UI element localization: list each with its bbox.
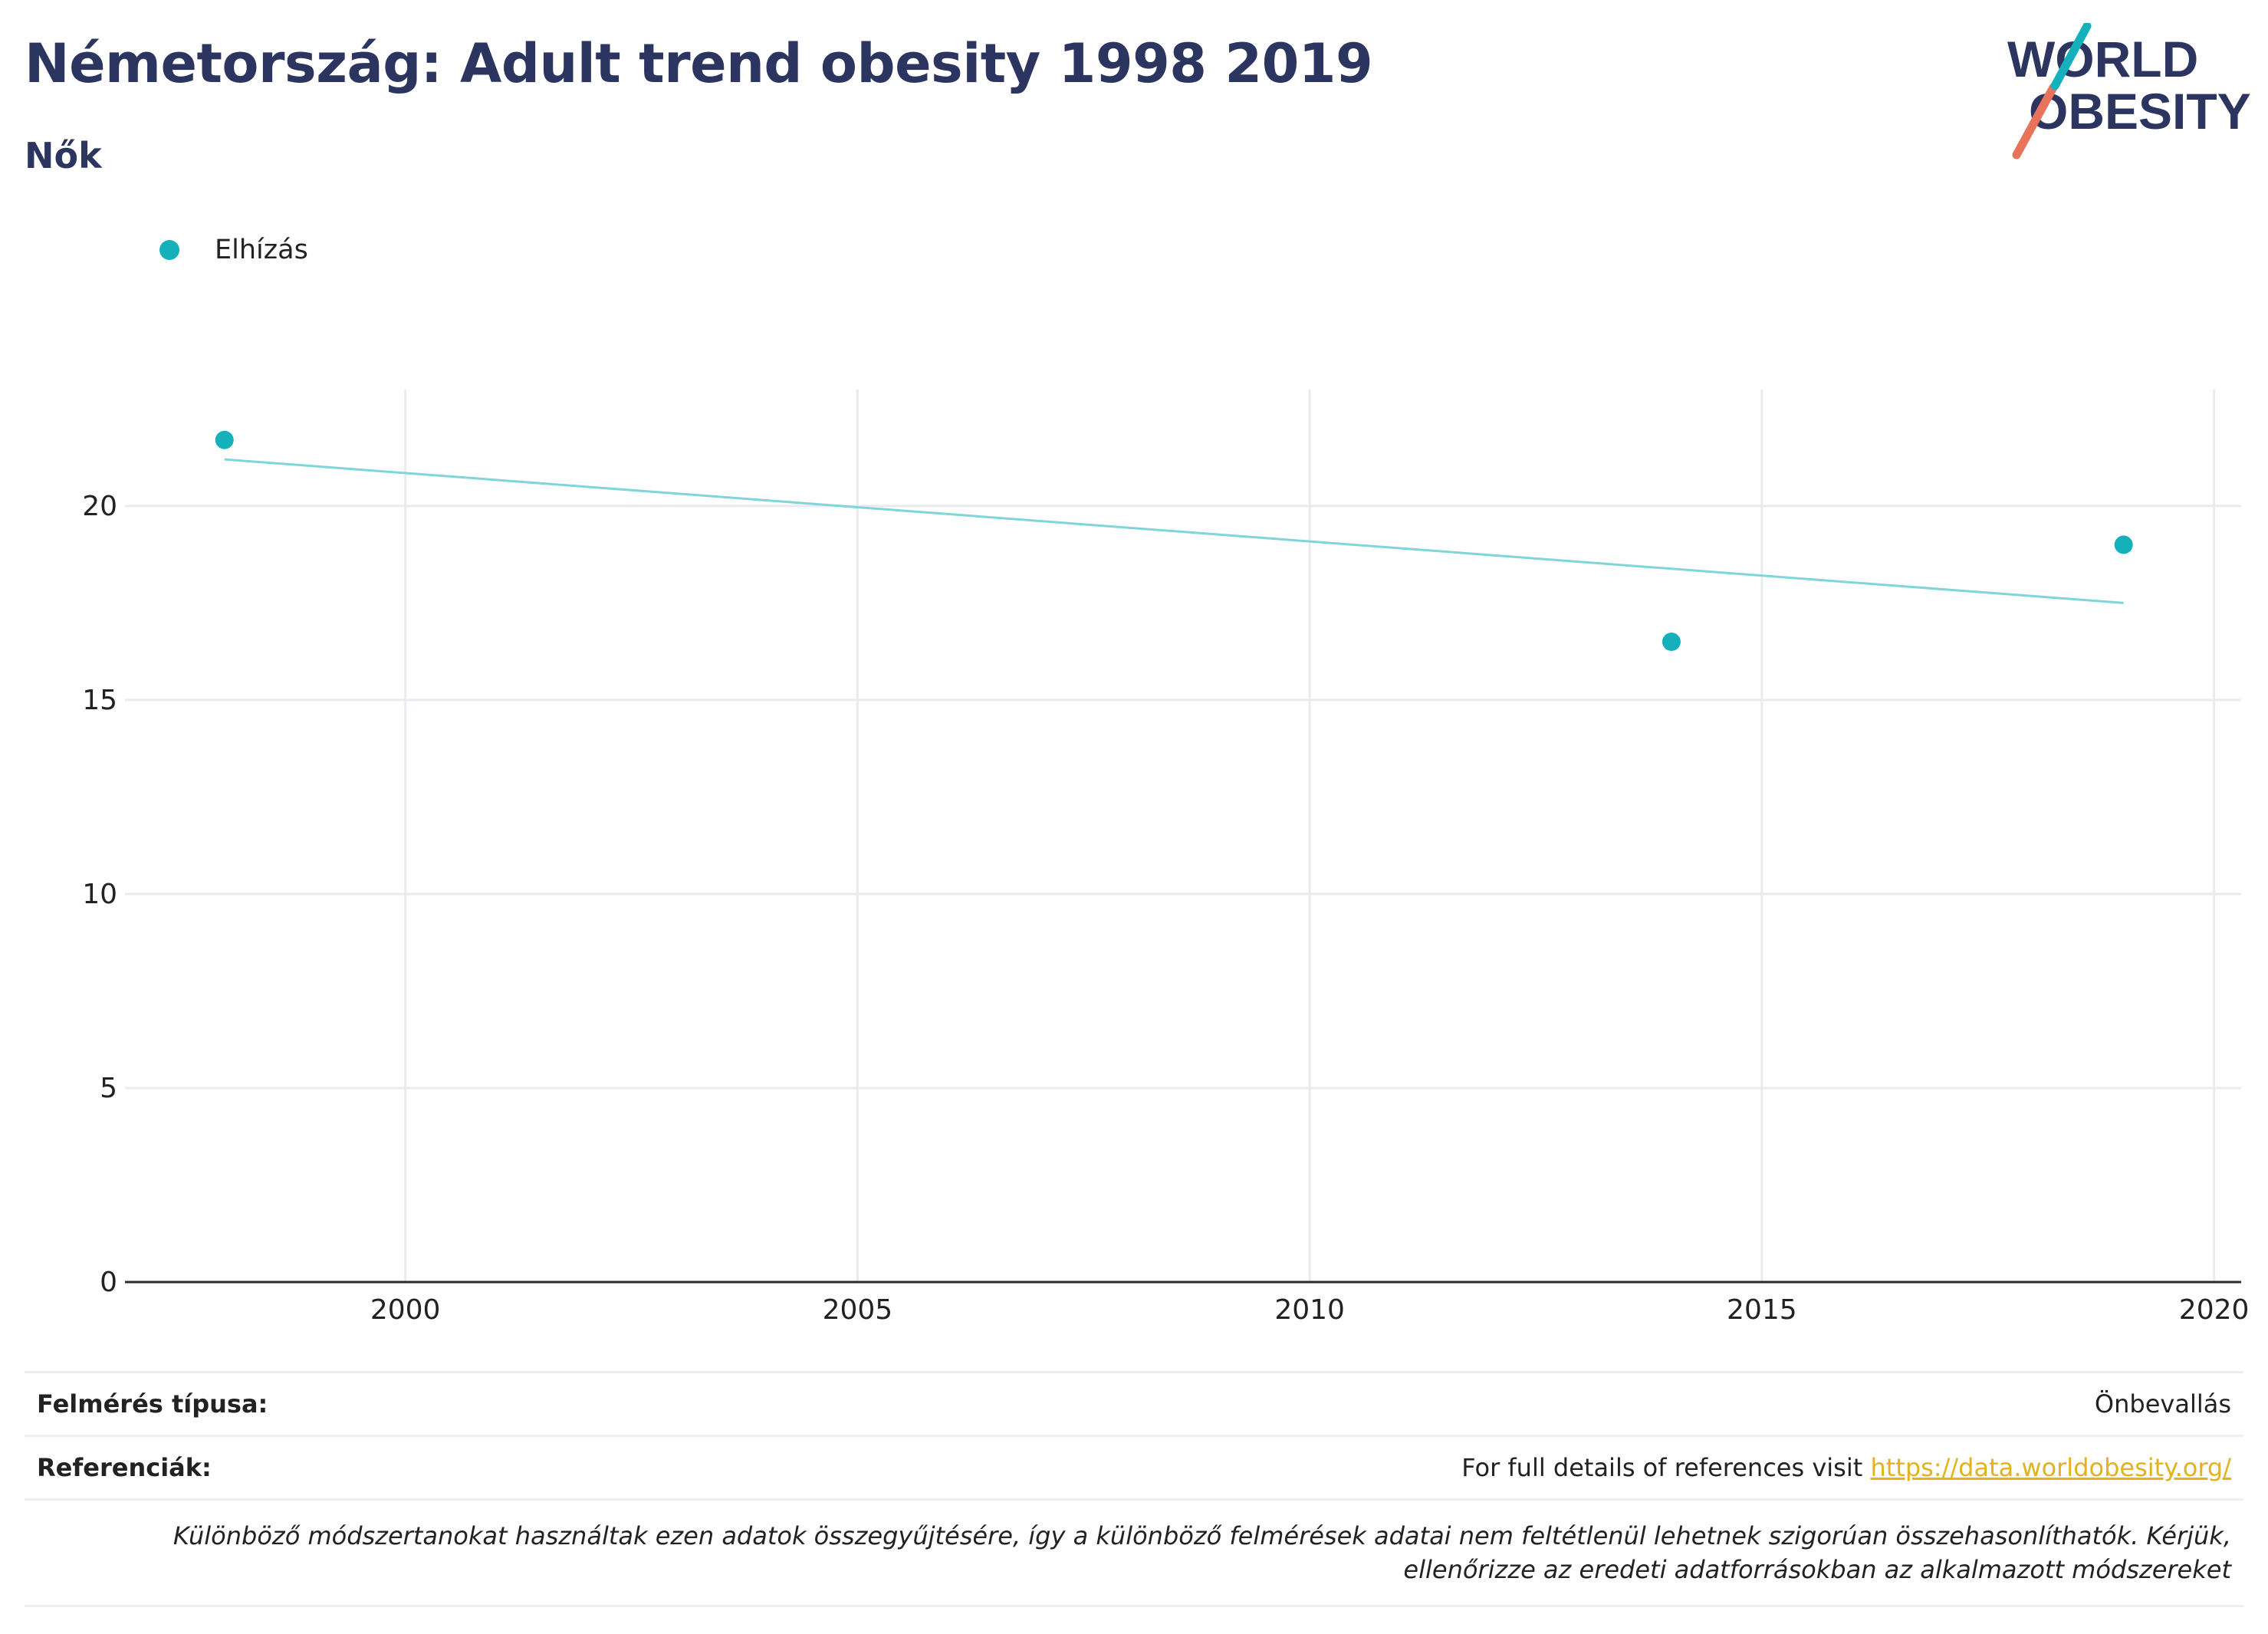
y-tick-label: 0 (100, 1267, 117, 1298)
x-tick-label: 2000 (370, 1294, 441, 1326)
references-link[interactable]: https://data.worldobesity.org/ (1870, 1453, 2231, 1482)
data-point (2114, 535, 2133, 554)
survey-type-row: Felmérés típusa: Önbevallás (25, 1371, 2243, 1437)
logo-line-1: WORLD (2007, 31, 2198, 87)
y-tick-label: 10 (82, 879, 117, 910)
y-tick-label: 20 (82, 491, 117, 522)
data-point (215, 430, 234, 449)
x-tick-label: 2010 (1274, 1294, 1345, 1326)
tick-labels: 0 5 10 15 20 2000 2005 2010 2015 2020 (82, 491, 2249, 1326)
page-subtitle: Nők (25, 135, 102, 176)
y-tick-label: 15 (82, 685, 117, 716)
y-tick-label: 5 (100, 1073, 117, 1104)
scatter-chart: 0 5 10 15 20 2000 2005 2010 2015 2020 (82, 390, 2249, 1326)
x-tick-label: 2015 (1727, 1294, 1797, 1326)
x-tick-label: 2020 (2179, 1294, 2250, 1326)
references-text: For full details of references visit (1461, 1453, 1863, 1482)
trend-line (224, 458, 2124, 604)
x-tick-label: 2005 (823, 1294, 893, 1326)
references-label: Referenciák: (25, 1435, 596, 1501)
grid-lines (125, 390, 2241, 1282)
survey-type-value: Önbevallás (595, 1371, 2243, 1437)
data-points (215, 430, 2133, 651)
world-obesity-logo: WORLD OBESITY (2007, 23, 2251, 159)
trend-line-layer (224, 458, 2124, 604)
logo-slash-coral-icon (2012, 83, 2058, 159)
legend-marker-icon (159, 240, 179, 260)
data-point (1662, 632, 1681, 651)
chart-footer: Felmérés típusa: Önbevallás Referenciák:… (25, 1371, 2243, 1607)
references-row: Referenciák: For full details of referen… (25, 1435, 2243, 1501)
logo-line-2: OBESITY (2029, 83, 2251, 140)
chart-legend[interactable]: Elhízás (159, 230, 308, 270)
survey-type-label: Felmérés típusa: (25, 1371, 596, 1437)
logo-slash-teal-icon (2050, 23, 2092, 90)
methodology-note: Különböző módszertanokat használtak ezen… (25, 1498, 2243, 1607)
methodology-note-row: Különböző módszertanokat használtak ezen… (25, 1498, 2243, 1607)
legend-label: Elhízás (215, 235, 308, 265)
references-value: For full details of references visit htt… (595, 1435, 2243, 1501)
page-title: Németország: Adult trend obesity 1998 20… (25, 32, 1373, 95)
